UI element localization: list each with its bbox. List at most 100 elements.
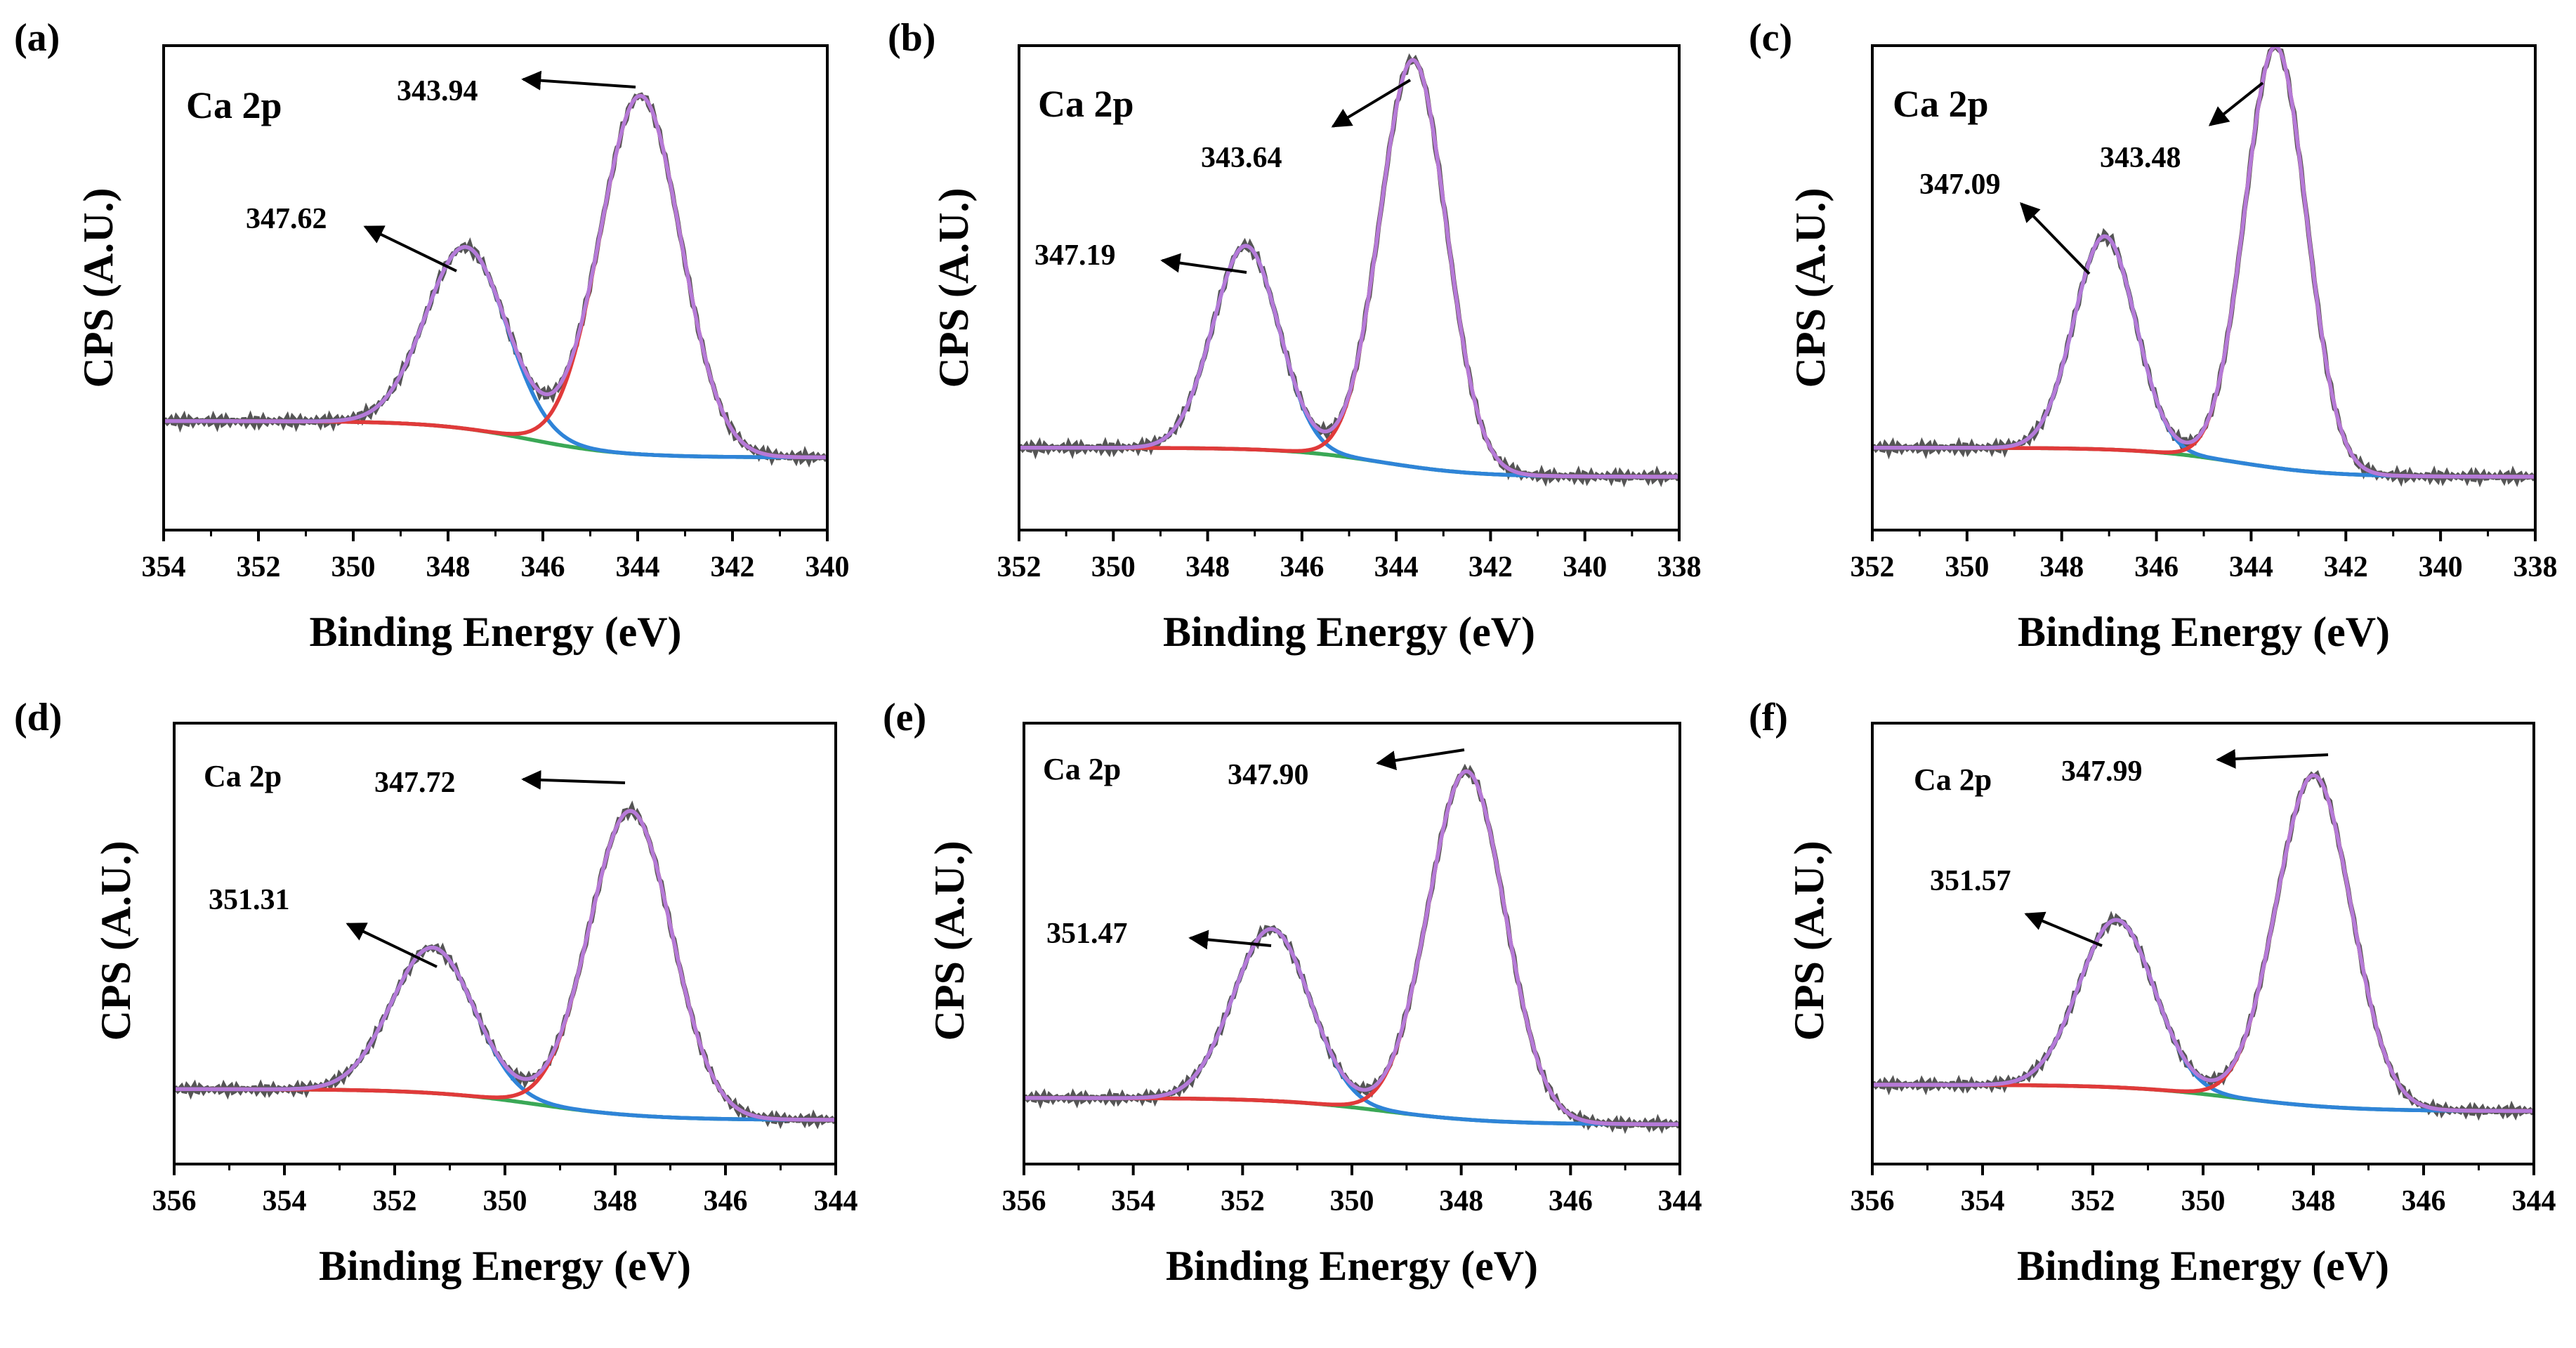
panel-e: (e) Ca 2p Binding Energy (eV) CPS (A.U.) 356… — [883, 696, 1702, 1289]
annotation-arrow — [346, 923, 438, 968]
x-tick-label: 346 — [1280, 551, 1324, 583]
plot-area — [1024, 763, 1680, 1135]
x-tick-label: 344 — [2229, 551, 2273, 583]
x-axis-label: Binding Energy (eV) — [309, 609, 681, 655]
peak-annotation: 347.90 — [1228, 759, 1309, 791]
series-peak-2p32-line — [174, 809, 836, 1122]
x-tick-label: 344 — [2512, 1185, 2556, 1217]
x-tick-label: 352 — [1851, 551, 1895, 583]
x-tick-label: 352 — [997, 551, 1041, 583]
annotation-arrow — [1376, 748, 1465, 770]
peak-annotation: 351.31 — [209, 884, 290, 916]
series-fit-line — [164, 93, 827, 460]
annotation-arrow — [363, 225, 457, 272]
series-fit-line — [1024, 769, 1680, 1127]
x-tick-label: 348 — [1439, 1185, 1483, 1217]
x-tick-label: 344 — [1658, 1185, 1702, 1217]
peak-annotation: 351.57 — [1930, 865, 2011, 897]
panel-label: (a) — [14, 16, 60, 60]
x-tick-label: 346 — [1549, 1185, 1593, 1217]
y-axis-label: CPS (A.U.) — [931, 188, 977, 388]
panel-d: (d) Ca 2p Binding Energy (eV) CPS (A.U.) 356… — [14, 696, 858, 1289]
x-tick-label: 350 — [483, 1185, 527, 1217]
panel-label: (b) — [888, 16, 935, 60]
annotation-arrow — [521, 769, 626, 790]
x-tick-label: 344 — [1374, 551, 1419, 583]
series-fit-line — [174, 809, 836, 1122]
x-tick-label: 350 — [1330, 1185, 1374, 1217]
panel-a: (a) Ca 2p Binding Energy (eV) CPS (A.U.) 354… — [14, 16, 850, 655]
peak-annotation: 347.09 — [1919, 168, 2001, 201]
panel-title: Ca 2p — [1893, 83, 1989, 125]
x-axis-label: Binding Energy (eV) — [2017, 1243, 2389, 1289]
x-tick-label: 340 — [1563, 551, 1607, 583]
peak-annotation: 347.62 — [246, 203, 327, 235]
panel-title: Ca 2p — [1043, 752, 1121, 786]
panel-label: (f) — [1749, 696, 1788, 739]
series-raw-line — [164, 92, 827, 468]
peak-annotation: 347.72 — [374, 767, 456, 799]
x-axis-label: Binding Energy (eV) — [319, 1243, 691, 1289]
x-tick-label: 340 — [2419, 551, 2463, 583]
annotation-arrow — [521, 70, 636, 91]
x-tick-label: 354 — [142, 551, 186, 583]
x-tick-label: 348 — [426, 551, 471, 583]
x-tick-label: 346 — [521, 551, 565, 583]
series-fit-line — [1019, 58, 1679, 479]
y-axis-label: CPS (A.U.) — [93, 841, 139, 1041]
panel-label: (d) — [14, 696, 62, 739]
x-tick-label: 338 — [1657, 551, 1702, 583]
panel-title: Ca 2p — [1914, 762, 1992, 797]
panel-title: Ca 2p — [204, 759, 282, 793]
plot-area — [1019, 53, 1679, 488]
series-fit-line — [1872, 46, 2535, 479]
x-axis-label: Binding Energy (eV) — [1166, 1243, 1538, 1289]
x-tick-label: 346 — [2402, 1185, 2446, 1217]
x-tick-label: 348 — [2292, 1185, 2336, 1217]
x-tick-label: 352 — [237, 551, 281, 583]
x-tick-label: 352 — [373, 1185, 417, 1217]
x-tick-label: 354 — [263, 1185, 307, 1217]
y-axis-label: CPS (A.U.) — [1786, 841, 1832, 1041]
plot-area — [164, 92, 827, 468]
annotation-arrow — [2024, 911, 2103, 947]
x-tick-label: 348 — [1185, 551, 1230, 583]
x-tick-label: 356 — [152, 1185, 197, 1217]
x-tick-label: 354 — [1111, 1185, 1155, 1217]
series-peak-2p12-line — [174, 945, 836, 1122]
y-axis-label: CPS (A.U.) — [75, 188, 121, 388]
peak-annotation: 347.99 — [2061, 755, 2143, 788]
peak-annotation: 343.64 — [1201, 142, 1282, 174]
x-tick-label: 342 — [711, 551, 755, 583]
panel-title: Ca 2p — [1038, 83, 1134, 125]
plot-area — [1872, 769, 2534, 1121]
annotation-arrow — [1331, 79, 1412, 128]
x-tick-label: 342 — [1468, 551, 1513, 583]
panel-c: (c) Ca 2p Binding Energy (eV) CPS (A.U.) 352… — [1749, 16, 2558, 655]
x-axis-label: Binding Energy (eV) — [2018, 609, 2390, 655]
x-axis-label: Binding Energy (eV) — [1163, 609, 1535, 655]
y-axis-label: CPS (A.U.) — [1787, 188, 1834, 388]
panel-b: (b) Ca 2p Binding Energy (eV) CPS (A.U.) 352… — [888, 16, 1702, 655]
panel-label: (e) — [883, 696, 926, 739]
annotation-arrow — [1160, 253, 1247, 274]
x-tick-label: 350 — [331, 551, 376, 583]
peak-annotation: 343.94 — [397, 75, 478, 107]
panel-f: (f) Ca 2p Binding Energy (eV) CPS (A.U.) 356… — [1749, 696, 2556, 1289]
x-tick-label: 348 — [593, 1185, 638, 1217]
peak-annotation: 351.47 — [1046, 918, 1128, 950]
x-tick-label: 350 — [2181, 1185, 2226, 1217]
x-tick-label: 344 — [814, 1185, 858, 1217]
x-tick-label: 356 — [1851, 1185, 1895, 1217]
series-raw-line — [1872, 769, 2534, 1121]
series-peak-2p32-line — [1872, 773, 2534, 1114]
annotation-arrow — [1188, 930, 1272, 950]
panel-label: (c) — [1749, 16, 1792, 60]
series-raw-line — [174, 800, 836, 1130]
panel-title: Ca 2p — [186, 84, 282, 126]
peak-annotation: 347.19 — [1034, 239, 1116, 272]
series-peak-2p32-line — [164, 93, 827, 460]
x-tick-label: 346 — [704, 1185, 748, 1217]
y-axis-label: CPS (A.U.) — [926, 841, 973, 1041]
